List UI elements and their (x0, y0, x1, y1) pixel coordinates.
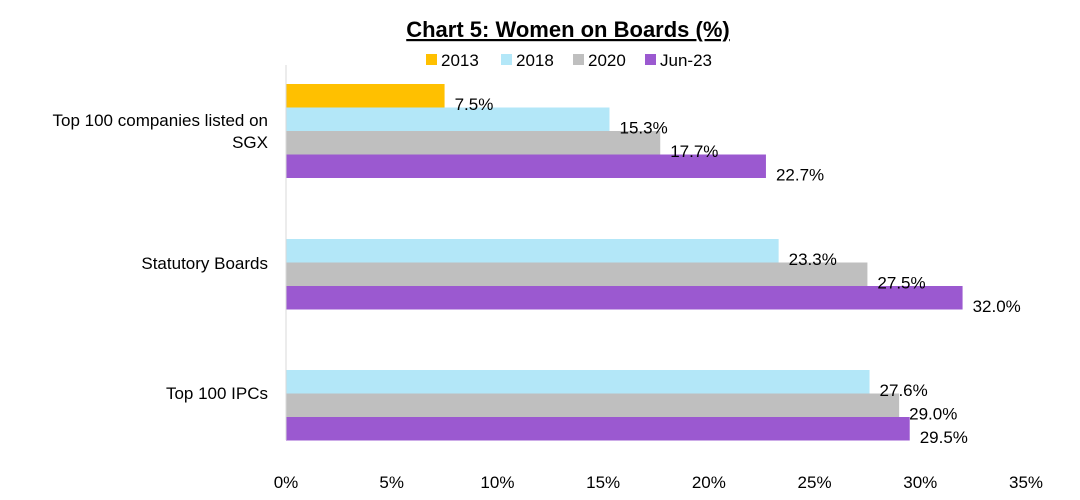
legend-label-2018: 2018 (516, 51, 554, 70)
data-label-2020-0: 17.7% (670, 142, 718, 161)
bar-2018-2 (286, 370, 870, 394)
data-label-Jun-23-2: 29.5% (920, 428, 968, 447)
category-label-2-0: Top 100 IPCs (166, 384, 268, 403)
data-labels-group: 7.5% 15.3% 23.3% 27.6% 17.7% 27.5% 29.0% 22.7% 3… (455, 95, 1021, 447)
category-labels-group: Top 100 companies listed on SGX Statutory … (53, 111, 268, 403)
data-label-2018-1: 23.3% (789, 250, 837, 269)
bar-2018-0 (286, 107, 610, 131)
data-label-Jun-23-1: 32.0% (973, 297, 1021, 316)
x-tick-label-1: 5% (379, 473, 404, 492)
bar-2020-0 (286, 131, 661, 155)
bar-Jun-23-0 (286, 154, 766, 178)
chart-title: Chart 5: Women on Boards (%) (406, 17, 730, 42)
bar-Jun-23-1 (286, 286, 963, 310)
legend-swatch-2018 (501, 54, 512, 65)
bars-group (286, 84, 963, 441)
data-label-2020-1: 27.5% (877, 273, 925, 292)
legend-swatch-2013 (426, 54, 437, 65)
bar-2018-1 (286, 239, 779, 263)
bar-2013-0 (286, 84, 445, 108)
legend: 2013 2018 2020 Jun-23 (426, 51, 712, 70)
x-tick-label-5: 25% (798, 473, 832, 492)
category-label-0-1: SGX (232, 133, 268, 152)
category-label-1-0: Statutory Boards (141, 254, 268, 273)
legend-swatch-2020 (573, 54, 584, 65)
x-tick-label-2: 10% (480, 473, 514, 492)
x-tick-label-3: 15% (586, 473, 620, 492)
data-label-Jun-23-0: 22.7% (776, 165, 824, 184)
bar-Jun-23-2 (286, 417, 910, 441)
x-tick-label-0: 0% (274, 473, 299, 492)
legend-label-Jun-23: Jun-23 (660, 51, 712, 70)
x-tick-label-6: 30% (903, 473, 937, 492)
data-label-2013-0: 7.5% (455, 95, 494, 114)
data-label-2018-2: 27.6% (880, 381, 928, 400)
legend-label-2013: 2013 (441, 51, 479, 70)
legend-label-2020: 2020 (588, 51, 626, 70)
x-tick-label-4: 20% (692, 473, 726, 492)
x-axis: 0% 5% 10% 15% 20% 25% 30% 35% (274, 65, 1043, 492)
legend-swatch-Jun-23 (645, 54, 656, 65)
x-tick-label-7: 35% (1009, 473, 1043, 492)
data-label-2018-0: 15.3% (619, 118, 667, 137)
data-label-2020-2: 29.0% (909, 404, 957, 423)
category-label-0-0: Top 100 companies listed on (53, 111, 268, 130)
bar-2020-1 (286, 262, 868, 286)
bar-2020-2 (286, 393, 900, 417)
